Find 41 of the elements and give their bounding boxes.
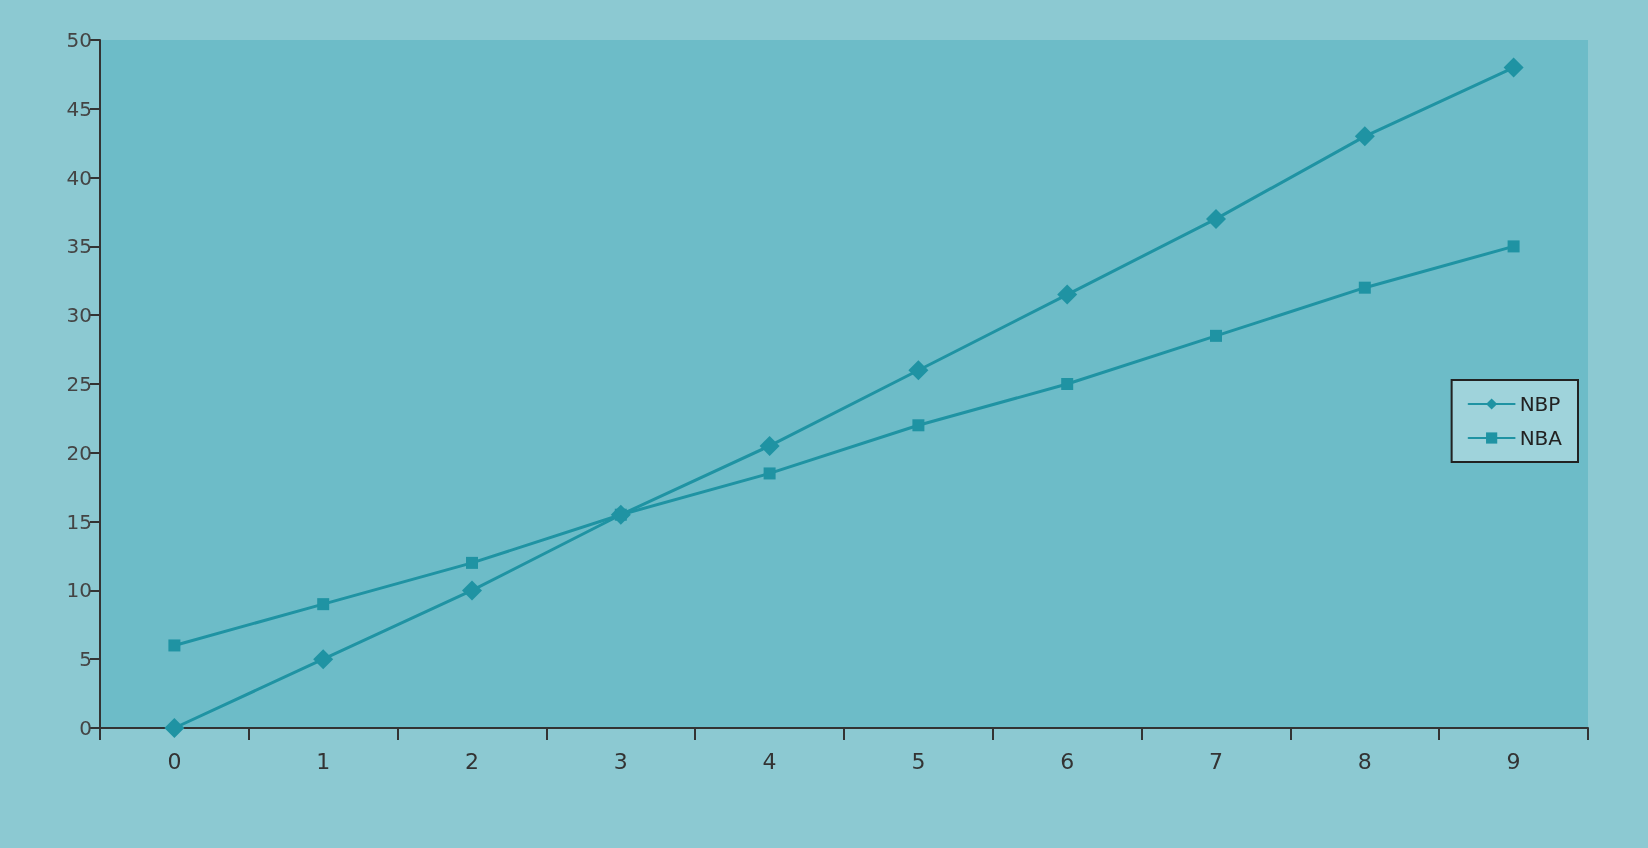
- x-tick-label: 3: [613, 748, 628, 774]
- point: [164, 718, 185, 738]
- x-tick-label: 5: [911, 748, 926, 774]
- y-tick-label: 5: [79, 647, 92, 672]
- point: [1503, 57, 1524, 78]
- point: [313, 649, 334, 670]
- point: [912, 419, 925, 432]
- point: [168, 639, 181, 652]
- point: [759, 435, 780, 456]
- point: [1206, 208, 1226, 229]
- y-tick-label: 25: [66, 372, 92, 396]
- y-tick-label: 50: [66, 28, 92, 52]
- y-tick-label: 35: [66, 234, 92, 259]
- x-tick-label: 2: [465, 748, 479, 774]
- point: [1354, 126, 1375, 147]
- y-tick-label: 20: [66, 440, 92, 465]
- x-tick-label: 7: [1209, 748, 1223, 774]
- x-tick-label: 4: [762, 748, 777, 774]
- y-tick-label: 30: [66, 303, 92, 328]
- point: [466, 556, 478, 569]
- x-tick-label: 0: [167, 748, 182, 774]
- legend-label: NBA: [1519, 426, 1563, 450]
- y-tick-label: 40: [66, 165, 92, 190]
- x-tick-label: 9: [1506, 748, 1521, 774]
- point: [1358, 281, 1371, 294]
- point: [1061, 378, 1074, 390]
- point: [763, 467, 776, 480]
- point: [1210, 329, 1222, 342]
- point: [1507, 240, 1520, 253]
- y-tick-label: 45: [66, 96, 92, 121]
- x-tick-label: 1: [316, 748, 331, 774]
- x-tick-label: 6: [1060, 748, 1075, 774]
- y-tick-label: 0: [79, 716, 92, 740]
- point: [1057, 284, 1078, 305]
- point: [317, 598, 330, 611]
- point: [462, 580, 482, 601]
- y-tick-label: 10: [66, 578, 92, 603]
- y-tick-label: 15: [66, 509, 92, 534]
- point: [908, 360, 929, 381]
- legend-label: NBP: [1519, 392, 1561, 416]
- x-tick-label: 8: [1357, 748, 1372, 774]
